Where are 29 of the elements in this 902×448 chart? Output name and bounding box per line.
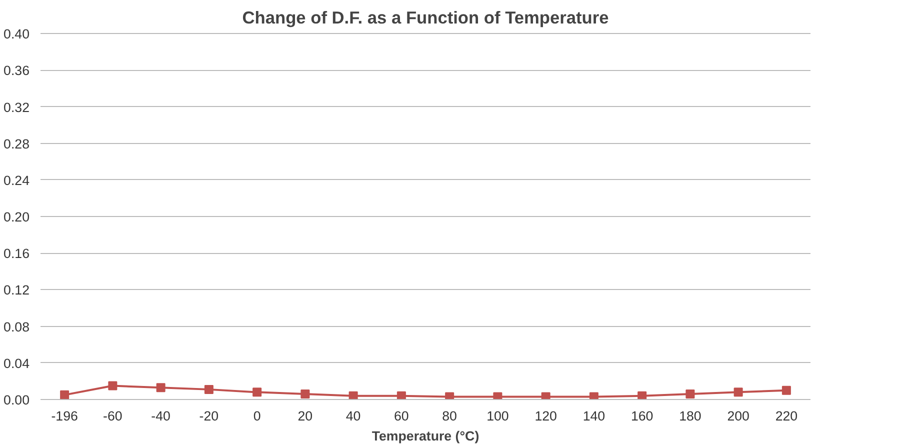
x-tick-label: 180: [679, 408, 702, 424]
x-tick-label: 20: [298, 408, 313, 424]
x-tick-label: -60: [103, 408, 122, 424]
x-tick-label: 100: [486, 408, 509, 424]
x-tick-label: 0: [253, 408, 261, 424]
x-tick-label: -20: [199, 408, 219, 424]
x-tick-label: 60: [394, 408, 409, 424]
y-tick-label: 0.12: [4, 282, 30, 298]
chart-title: Change of D.F. as a Function of Temperature: [242, 8, 610, 28]
x-axis-title: Temperature (°C): [372, 428, 480, 444]
y-tick-label: 0.00: [4, 392, 30, 408]
y-tick-label: 0.16: [4, 246, 30, 262]
y-tick-label: 0.28: [4, 136, 30, 152]
x-tick-label: 160: [630, 408, 654, 424]
x-tick-label: 80: [442, 408, 457, 424]
x-tick-label: 140: [582, 408, 606, 424]
y-tick-label: 0.20: [4, 210, 30, 225]
x-tick-label: 220: [775, 408, 798, 424]
x-tick-label: -40: [151, 408, 170, 424]
y-tick-label: 0.04: [4, 356, 30, 371]
x-tick-label: 120: [534, 408, 557, 424]
y-tick-label: 0.40: [4, 26, 30, 42]
y-tick-label: 0.32: [4, 100, 30, 115]
x-tick-label: 40: [346, 408, 361, 424]
y-tick-label: 0.24: [4, 172, 30, 188]
x-tick-label: 200: [727, 408, 750, 424]
x-tick-label: -196: [51, 408, 78, 424]
y-tick-label: 0.36: [4, 63, 30, 78]
y-tick-label: 0.08: [4, 319, 30, 334]
